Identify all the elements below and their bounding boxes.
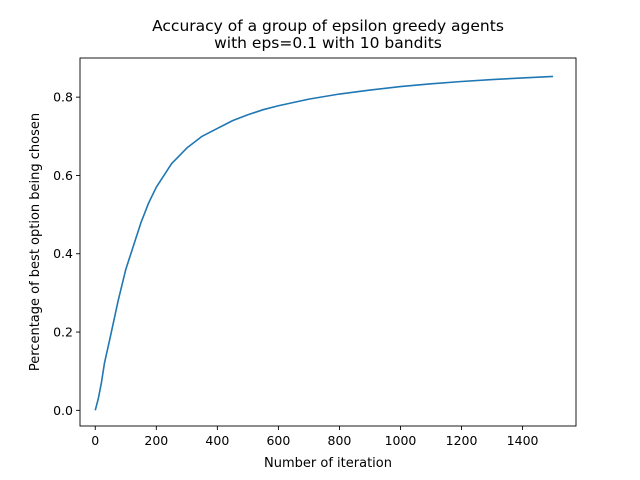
x-tick-label: 200 [144,433,168,448]
chart-title-line-1: Accuracy of a group of epsilon greedy ag… [152,17,504,35]
y-tick-label: 0.6 [53,168,73,183]
x-tick-label: 1000 [385,433,417,448]
x-axis-ticks: 0 200 400 600 800 1000 1200 1400 [91,426,539,448]
x-axis-label: Number of iteration [264,456,392,471]
x-tick-label: 1200 [446,433,478,448]
x-tick-label: 800 [328,433,352,448]
plot-area [79,57,577,427]
y-tick-label: 0.0 [53,403,73,418]
y-axis-ticks: 0.0 0.2 0.4 0.6 0.8 [53,90,80,418]
y-axis-label: Percentage of best option being chosen [28,113,43,371]
axes-frame [79,57,577,427]
x-tick-label: 400 [205,433,229,448]
y-tick-label: 0.2 [53,325,73,340]
chart-title-line-2: with eps=0.1 with 10 bandits [214,34,442,52]
y-tick-label: 0.8 [53,90,73,105]
y-tick-label: 0.4 [53,246,73,261]
chart-title: Accuracy of a group of epsilon greedy ag… [152,17,504,52]
x-tick-label: 1400 [507,433,539,448]
x-tick-label: 0 [91,433,99,448]
x-tick-label: 600 [266,433,290,448]
series-line [94,75,554,411]
